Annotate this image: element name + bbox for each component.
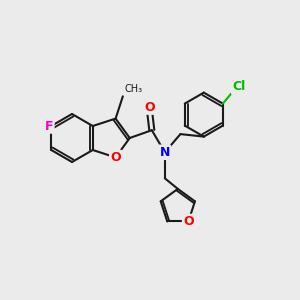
Text: Cl: Cl	[232, 80, 245, 94]
Text: O: O	[144, 100, 154, 114]
Text: F: F	[45, 119, 53, 133]
Text: O: O	[110, 151, 121, 164]
Text: N: N	[160, 146, 170, 159]
Text: CH₃: CH₃	[125, 84, 143, 94]
Text: O: O	[183, 215, 194, 228]
